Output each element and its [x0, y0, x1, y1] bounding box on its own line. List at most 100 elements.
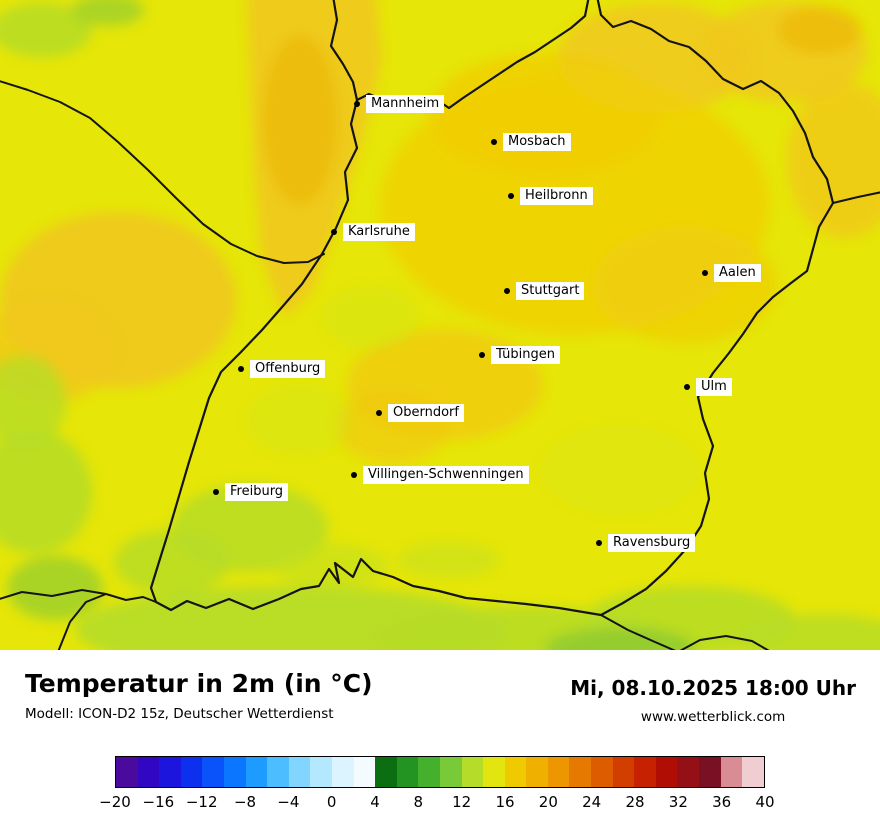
city-label: Mannheim [366, 95, 445, 113]
legend-segment [547, 757, 570, 787]
legend-tick-label: 4 [370, 793, 380, 811]
legend-segment [331, 757, 354, 787]
city-label: Tübingen [491, 346, 560, 364]
city-dot [702, 270, 708, 276]
legend-segment [612, 757, 635, 787]
border-west-diagonal [0, 80, 325, 264]
legend-segment [288, 757, 311, 787]
legend-segment [634, 757, 656, 787]
legend-segment [439, 757, 462, 787]
city-dot [376, 410, 382, 416]
legend-tick-label: 24 [582, 793, 602, 811]
legend-segment [159, 757, 181, 787]
legend-tick-label: 20 [538, 793, 558, 811]
legend-tick-label: 8 [413, 793, 424, 811]
legend-segment [267, 757, 289, 787]
map-borders [0, 0, 880, 650]
legend-tick-label: 0 [326, 793, 337, 811]
footer-right: Mi, 08.10.2025 18:00 Uhr www.wetterblick… [570, 676, 856, 725]
city-dot [238, 366, 244, 372]
city-marker: Ravensburg [596, 534, 696, 552]
border-southeast-1 [600, 614, 676, 650]
city-dot [508, 193, 514, 199]
legend-ticks: −20 −16 −12 −8 −4 0 4 8 12 16 20 24 28 32 36 40 [99, 793, 774, 813]
legend-segment [353, 757, 376, 787]
legend-segment [742, 757, 764, 787]
legend-segment [504, 757, 527, 787]
legend-tick-label: −20 [99, 793, 131, 811]
legend-segment [375, 757, 397, 787]
footer-left: Temperatur in 2m (in °C) Modell: ICON-D2… [25, 669, 373, 722]
city-label: Oberndorf [388, 404, 464, 422]
temperature-legend: −20 −16 −12 −8 −4 0 4 8 12 16 20 24 28 32 36 40 [99, 756, 775, 813]
city-marker: Oberndorf [376, 404, 464, 422]
city-label: Ulm [696, 378, 732, 396]
legend-tick-label: 32 [668, 793, 688, 811]
legend-tick-label: 36 [712, 793, 732, 811]
legend-segment [483, 757, 505, 787]
legend-segment [655, 757, 678, 787]
city-label: Ravensburg [608, 534, 696, 552]
city-marker: Stuttgart [504, 282, 585, 300]
website-url: www.wetterblick.com [640, 709, 786, 725]
legend-segment [202, 757, 224, 787]
legend-segment [699, 757, 721, 787]
city-label: Freiburg [225, 483, 289, 501]
page-title: Temperatur in 2m (in °C) [25, 669, 373, 698]
legend-tick-label: −4 [277, 793, 300, 811]
legend-bar [115, 756, 765, 788]
city-dot [213, 489, 219, 495]
map-area: Mannheim Mosbach Heilbronn Karlsruhe Stuttga… [0, 0, 880, 650]
legend-segment [116, 757, 138, 787]
state-border-baden-wuerttemberg [149, 0, 835, 617]
city-marker: Karlsruhe [331, 223, 415, 241]
city-dot [354, 101, 360, 107]
legend-segment [223, 757, 246, 787]
model-info: Modell: ICON-D2 15z, Deutscher Wetterdie… [25, 706, 334, 722]
city-dot [596, 540, 602, 546]
legend-segment [418, 757, 440, 787]
city-label: Stuttgart [516, 282, 585, 300]
city-dot [351, 472, 357, 478]
city-dot [504, 288, 510, 294]
legend-segment [569, 757, 592, 787]
city-label: Aalen [714, 264, 761, 282]
legend-tick-label: −12 [185, 793, 218, 811]
city-marker: Ulm [684, 378, 732, 396]
city-label: Mosbach [503, 133, 571, 151]
legend-tick-label: 16 [495, 793, 515, 811]
border-east-short [832, 191, 880, 204]
city-label: Villingen-Schwenningen [363, 466, 529, 484]
legend-tick-label: 28 [625, 793, 645, 811]
border-southwest-2 [0, 589, 107, 600]
city-marker: Tübingen [479, 346, 560, 364]
legend-segment [137, 757, 160, 787]
legend-tick-label: 40 [755, 793, 775, 811]
city-label: Offenburg [250, 360, 326, 378]
city-marker: Villingen-Schwenningen [351, 466, 529, 484]
city-layer: Mannheim Mosbach Heilbronn Karlsruhe Stuttga… [213, 95, 761, 552]
legend-tick-label: −8 [233, 793, 257, 811]
legend-segment [245, 757, 268, 787]
legend-segment [591, 757, 613, 787]
city-label: Karlsruhe [343, 223, 415, 241]
legend-tick-label: −16 [142, 793, 175, 811]
legend-segment [720, 757, 743, 787]
city-dot [491, 139, 497, 145]
city-label: Heilbronn [520, 187, 593, 205]
valid-datetime: Mi, 08.10.2025 18:00 Uhr [570, 676, 856, 700]
city-marker: Mosbach [491, 133, 571, 151]
city-dot [684, 384, 690, 390]
city-marker: Mannheim [354, 95, 445, 113]
border-southeast-2 [679, 635, 770, 650]
city-dot [331, 229, 337, 235]
legend-segment [461, 757, 484, 787]
legend-tick-label: 12 [452, 793, 472, 811]
city-marker: Heilbronn [508, 187, 593, 205]
city-marker: Freiburg [213, 483, 289, 501]
legend-segment [310, 757, 332, 787]
legend-segment [396, 757, 419, 787]
legend-segment [526, 757, 548, 787]
legend-segment [180, 757, 203, 787]
